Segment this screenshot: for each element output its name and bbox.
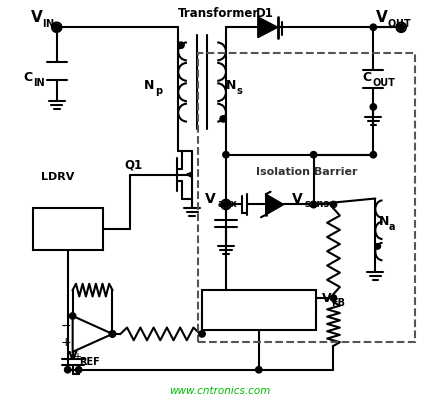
Circle shape — [220, 115, 226, 122]
Text: sense: sense — [304, 199, 336, 209]
Circle shape — [256, 367, 262, 373]
Circle shape — [330, 295, 337, 301]
Text: N: N — [378, 215, 389, 228]
Circle shape — [70, 313, 76, 319]
Text: $\mathbf{V}$: $\mathbf{V}$ — [29, 9, 44, 25]
Text: N: N — [144, 79, 155, 91]
Circle shape — [109, 331, 116, 337]
Circle shape — [178, 42, 184, 49]
FancyBboxPatch shape — [33, 209, 103, 250]
Text: Transformer: Transformer — [178, 7, 260, 20]
Text: Control: Control — [45, 233, 91, 243]
Text: FB: FB — [331, 298, 345, 308]
Text: C: C — [363, 71, 372, 84]
Text: OUT: OUT — [373, 78, 396, 88]
Circle shape — [75, 367, 82, 373]
Circle shape — [370, 152, 377, 158]
Circle shape — [223, 201, 229, 208]
Text: N: N — [226, 79, 236, 91]
Circle shape — [54, 24, 60, 30]
Circle shape — [310, 152, 317, 158]
Text: Q1: Q1 — [125, 158, 143, 171]
Text: p: p — [155, 85, 162, 95]
Text: V: V — [205, 192, 216, 206]
Circle shape — [310, 201, 317, 208]
Text: V: V — [322, 292, 331, 305]
Text: D1: D1 — [256, 7, 274, 20]
Text: C: C — [23, 71, 32, 84]
Text: a: a — [389, 222, 396, 232]
Circle shape — [199, 331, 205, 337]
Text: V: V — [68, 350, 77, 363]
Text: $\mathbf{V}$: $\mathbf{V}$ — [375, 9, 389, 25]
FancyBboxPatch shape — [202, 290, 315, 330]
Text: IN: IN — [33, 78, 44, 88]
Circle shape — [310, 201, 317, 208]
Text: Sampler: Sampler — [235, 314, 283, 324]
Text: s: s — [237, 85, 242, 95]
Circle shape — [65, 367, 71, 373]
Text: REF: REF — [79, 357, 99, 367]
Text: PWM: PWM — [52, 219, 83, 229]
Text: $\mathbf{OUT}$: $\mathbf{OUT}$ — [387, 17, 412, 29]
Text: Isolation Barrier: Isolation Barrier — [256, 167, 357, 177]
Text: Discriminator &: Discriminator & — [213, 300, 305, 310]
Polygon shape — [266, 194, 284, 215]
Text: $+$: $+$ — [60, 336, 72, 349]
Circle shape — [370, 24, 377, 30]
Circle shape — [109, 331, 116, 337]
Circle shape — [375, 243, 381, 249]
Text: +: + — [73, 352, 81, 362]
Polygon shape — [73, 316, 113, 352]
Text: $\mathbf{IN}$: $\mathbf{IN}$ — [42, 17, 55, 29]
Circle shape — [398, 24, 404, 30]
Circle shape — [370, 104, 377, 110]
Circle shape — [330, 201, 337, 208]
Text: $-$: $-$ — [60, 319, 71, 332]
Text: V: V — [292, 192, 302, 206]
Text: LDRV: LDRV — [41, 172, 74, 182]
Text: aux: aux — [218, 199, 237, 209]
Polygon shape — [258, 17, 278, 38]
Text: www.cntronics.com: www.cntronics.com — [169, 386, 271, 396]
Circle shape — [223, 152, 229, 158]
Circle shape — [54, 24, 60, 30]
